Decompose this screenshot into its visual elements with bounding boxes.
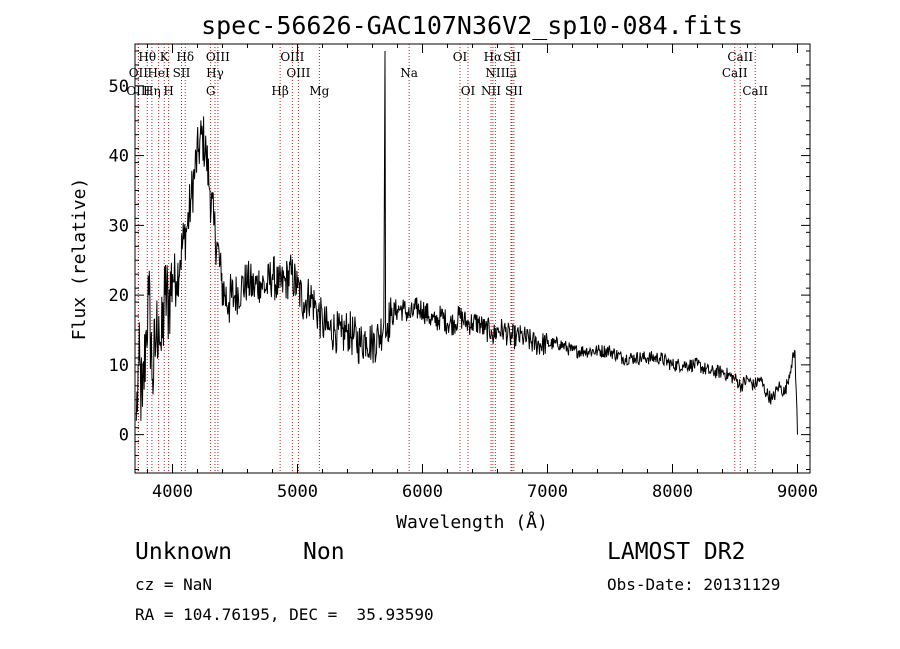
x-axis-label: Wavelength (Å): [396, 511, 548, 533]
marker-label: SII: [503, 50, 521, 64]
marker-label: Hθ: [138, 50, 156, 64]
marker-label: SII: [505, 84, 523, 98]
marker-label: OII: [129, 66, 149, 80]
marker-label: NII: [485, 66, 505, 80]
marker-label: OIII: [286, 66, 310, 80]
x-tick-label: 8000: [652, 482, 693, 502]
marker-label: CaII: [727, 50, 753, 64]
marker-label: G: [206, 84, 216, 98]
marker-label: NII: [481, 84, 501, 98]
x-axis-ticks: 4000 5000 6000 7000 8000 9000: [147, 44, 818, 502]
y-tick-label: 0: [119, 426, 129, 446]
marker-label: CaII: [742, 84, 768, 98]
object-class: Unknown: [135, 539, 232, 565]
chart-title: spec-56626-GAC107N36V2_sp10-084.fits: [201, 11, 743, 40]
spectrum-line: [135, 50, 798, 435]
survey-name: LAMOST DR2: [607, 539, 746, 565]
y-tick-label: 10: [109, 356, 129, 376]
marker-label: Hα: [484, 50, 503, 64]
coordinates: RA = 104.76195, DEC = 35.93590: [135, 605, 434, 624]
marker-label: Hγ: [206, 66, 224, 80]
x-tick-label: 7000: [527, 482, 568, 502]
y-tick-label: 50: [109, 77, 129, 97]
marker-label: Li: [505, 66, 517, 80]
marker-label: HeI: [147, 66, 170, 80]
marker-label: OI: [461, 84, 476, 98]
marker-label: Hη: [143, 84, 161, 98]
object-subclass: Non: [303, 539, 345, 565]
y-axis-label: Flux (relative): [69, 178, 90, 341]
marker-lines: [137, 44, 756, 473]
marker-label: OIII: [280, 50, 304, 64]
marker-label: OIII: [206, 50, 230, 64]
marker-label: CaII: [722, 66, 748, 80]
y-tick-label: 20: [109, 286, 129, 306]
marker-label: Hβ: [271, 84, 288, 98]
y-tick-label: 40: [109, 147, 129, 167]
marker-label: Mg: [309, 84, 329, 98]
x-tick-label: 5000: [277, 482, 318, 502]
x-tick-label: 4000: [152, 482, 193, 502]
marker-label: H: [163, 84, 173, 98]
marker-label: OIII: [126, 84, 150, 98]
marker-label: K: [160, 50, 170, 64]
redshift-value: cz = NaN: [135, 575, 213, 594]
marker-label: SII: [173, 66, 191, 80]
marker-label: Na: [400, 66, 418, 80]
marker-label: Hδ: [176, 50, 194, 64]
x-tick-label: 9000: [777, 482, 818, 502]
plot-frame: [134, 43, 811, 474]
y-tick-label: 30: [109, 216, 129, 236]
y-axis-ticks: 0 10 20 30 40 50: [109, 50, 810, 471]
observation-date: Obs-Date: 20131129: [607, 575, 781, 594]
marker-label: OI: [453, 50, 468, 64]
x-tick-label: 6000: [402, 482, 443, 502]
